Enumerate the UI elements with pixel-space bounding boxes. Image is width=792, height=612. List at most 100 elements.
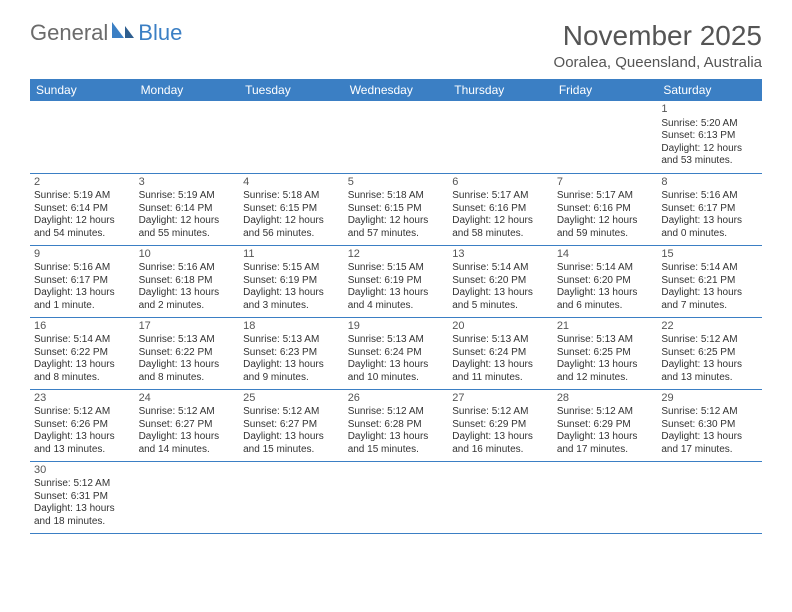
cell-line: Sunrise: 5:15 AM: [348, 262, 445, 275]
cell-line: Sunset: 6:26 PM: [34, 419, 131, 432]
cell-line: and 8 minutes.: [34, 372, 131, 385]
cell-line: and 18 minutes.: [34, 516, 131, 529]
cell-line: Sunset: 6:29 PM: [557, 419, 654, 432]
day-number: 4: [243, 176, 340, 190]
calendar-row: 1Sunrise: 5:20 AMSunset: 6:13 PMDaylight…: [30, 101, 762, 173]
cell-line: and 16 minutes.: [452, 444, 549, 457]
cell-line: Sunset: 6:19 PM: [348, 275, 445, 288]
calendar-cell: 11Sunrise: 5:15 AMSunset: 6:19 PMDayligh…: [239, 245, 344, 317]
cell-line: Sunrise: 5:12 AM: [34, 406, 131, 419]
calendar-row: 23Sunrise: 5:12 AMSunset: 6:26 PMDayligh…: [30, 389, 762, 461]
day-number: 10: [139, 248, 236, 262]
calendar-cell-empty: [344, 101, 449, 173]
cell-line: Sunrise: 5:19 AM: [34, 190, 131, 203]
cell-line: Sunrise: 5:12 AM: [34, 478, 131, 491]
cell-line: Sunrise: 5:16 AM: [661, 190, 758, 203]
cell-line: Sunrise: 5:14 AM: [452, 262, 549, 275]
cell-line: Daylight: 13 hours: [348, 359, 445, 372]
cell-line: and 10 minutes.: [348, 372, 445, 385]
cell-line: Sunrise: 5:14 AM: [557, 262, 654, 275]
day-number: 3: [139, 176, 236, 190]
cell-line: Sunrise: 5:18 AM: [348, 190, 445, 203]
cell-line: Sunset: 6:17 PM: [661, 203, 758, 216]
cell-line: and 5 minutes.: [452, 300, 549, 313]
cell-line: and 58 minutes.: [452, 228, 549, 241]
calendar-cell: 1Sunrise: 5:20 AMSunset: 6:13 PMDaylight…: [657, 101, 762, 173]
cell-line: Sunrise: 5:16 AM: [34, 262, 131, 275]
day-number: 15: [661, 248, 758, 262]
logo-text-2: Blue: [138, 20, 182, 46]
calendar-cell: 29Sunrise: 5:12 AMSunset: 6:30 PMDayligh…: [657, 389, 762, 461]
calendar-cell: 17Sunrise: 5:13 AMSunset: 6:22 PMDayligh…: [135, 317, 240, 389]
day-number: 17: [139, 320, 236, 334]
calendar-cell: 14Sunrise: 5:14 AMSunset: 6:20 PMDayligh…: [553, 245, 658, 317]
day-number: 23: [34, 392, 131, 406]
logo: General Blue: [30, 20, 182, 46]
cell-line: Daylight: 13 hours: [243, 431, 340, 444]
day-header: Tuesday: [239, 79, 344, 101]
cell-line: Sunrise: 5:12 AM: [557, 406, 654, 419]
cell-line: Sunset: 6:24 PM: [452, 347, 549, 360]
cell-line: Sunset: 6:20 PM: [452, 275, 549, 288]
calendar-cell: 7Sunrise: 5:17 AMSunset: 6:16 PMDaylight…: [553, 173, 658, 245]
calendar-row: 16Sunrise: 5:14 AMSunset: 6:22 PMDayligh…: [30, 317, 762, 389]
cell-line: Sunset: 6:14 PM: [139, 203, 236, 216]
cell-line: Daylight: 12 hours: [452, 215, 549, 228]
cell-line: Sunrise: 5:13 AM: [243, 334, 340, 347]
cell-line: Sunrise: 5:12 AM: [348, 406, 445, 419]
day-header: Friday: [553, 79, 658, 101]
logo-text-1: General: [30, 20, 108, 46]
cell-line: Daylight: 13 hours: [557, 287, 654, 300]
calendar-cell: 5Sunrise: 5:18 AMSunset: 6:15 PMDaylight…: [344, 173, 449, 245]
calendar-cell: 18Sunrise: 5:13 AMSunset: 6:23 PMDayligh…: [239, 317, 344, 389]
day-number: 6: [452, 176, 549, 190]
day-number: 25: [243, 392, 340, 406]
cell-line: Daylight: 12 hours: [557, 215, 654, 228]
cell-line: and 15 minutes.: [348, 444, 445, 457]
cell-line: Sunset: 6:19 PM: [243, 275, 340, 288]
cell-line: and 54 minutes.: [34, 228, 131, 241]
calendar-cell: 12Sunrise: 5:15 AMSunset: 6:19 PMDayligh…: [344, 245, 449, 317]
cell-line: Sunset: 6:20 PM: [557, 275, 654, 288]
calendar-cell: 28Sunrise: 5:12 AMSunset: 6:29 PMDayligh…: [553, 389, 658, 461]
calendar-row: 9Sunrise: 5:16 AMSunset: 6:17 PMDaylight…: [30, 245, 762, 317]
day-number: 11: [243, 248, 340, 262]
cell-line: Daylight: 13 hours: [34, 431, 131, 444]
cell-line: Daylight: 13 hours: [243, 287, 340, 300]
cell-line: Daylight: 13 hours: [661, 431, 758, 444]
cell-line: and 59 minutes.: [557, 228, 654, 241]
cell-line: Sunset: 6:29 PM: [452, 419, 549, 432]
cell-line: Sunset: 6:27 PM: [243, 419, 340, 432]
cell-line: Daylight: 12 hours: [139, 215, 236, 228]
cell-line: Daylight: 13 hours: [139, 287, 236, 300]
cell-line: Sunrise: 5:19 AM: [139, 190, 236, 203]
cell-line: Sunrise: 5:17 AM: [557, 190, 654, 203]
cell-line: Sunrise: 5:20 AM: [661, 118, 758, 131]
cell-line: Sunrise: 5:12 AM: [243, 406, 340, 419]
cell-line: Sunset: 6:16 PM: [557, 203, 654, 216]
cell-line: and 4 minutes.: [348, 300, 445, 313]
day-number: 8: [661, 176, 758, 190]
calendar-cell-empty: [239, 461, 344, 533]
cell-line: Sunset: 6:22 PM: [34, 347, 131, 360]
calendar-cell: 27Sunrise: 5:12 AMSunset: 6:29 PMDayligh…: [448, 389, 553, 461]
cell-line: and 17 minutes.: [557, 444, 654, 457]
header: General Blue November 2025 Ooralea, Quee…: [30, 20, 762, 71]
cell-line: and 57 minutes.: [348, 228, 445, 241]
cell-line: Sunset: 6:15 PM: [243, 203, 340, 216]
cell-line: Sunset: 6:17 PM: [34, 275, 131, 288]
calendar-cell: 23Sunrise: 5:12 AMSunset: 6:26 PMDayligh…: [30, 389, 135, 461]
calendar-body: 1Sunrise: 5:20 AMSunset: 6:13 PMDaylight…: [30, 101, 762, 533]
cell-line: and 13 minutes.: [34, 444, 131, 457]
cell-line: Daylight: 13 hours: [348, 431, 445, 444]
cell-line: Daylight: 13 hours: [452, 359, 549, 372]
cell-line: Sunrise: 5:18 AM: [243, 190, 340, 203]
cell-line: Sunrise: 5:12 AM: [661, 406, 758, 419]
calendar-row: 30Sunrise: 5:12 AMSunset: 6:31 PMDayligh…: [30, 461, 762, 533]
cell-line: Sunset: 6:18 PM: [139, 275, 236, 288]
cell-line: Daylight: 13 hours: [557, 359, 654, 372]
cell-line: Sunset: 6:31 PM: [34, 491, 131, 504]
cell-line: and 1 minute.: [34, 300, 131, 313]
cell-line: Sunrise: 5:13 AM: [557, 334, 654, 347]
calendar-cell: 15Sunrise: 5:14 AMSunset: 6:21 PMDayligh…: [657, 245, 762, 317]
